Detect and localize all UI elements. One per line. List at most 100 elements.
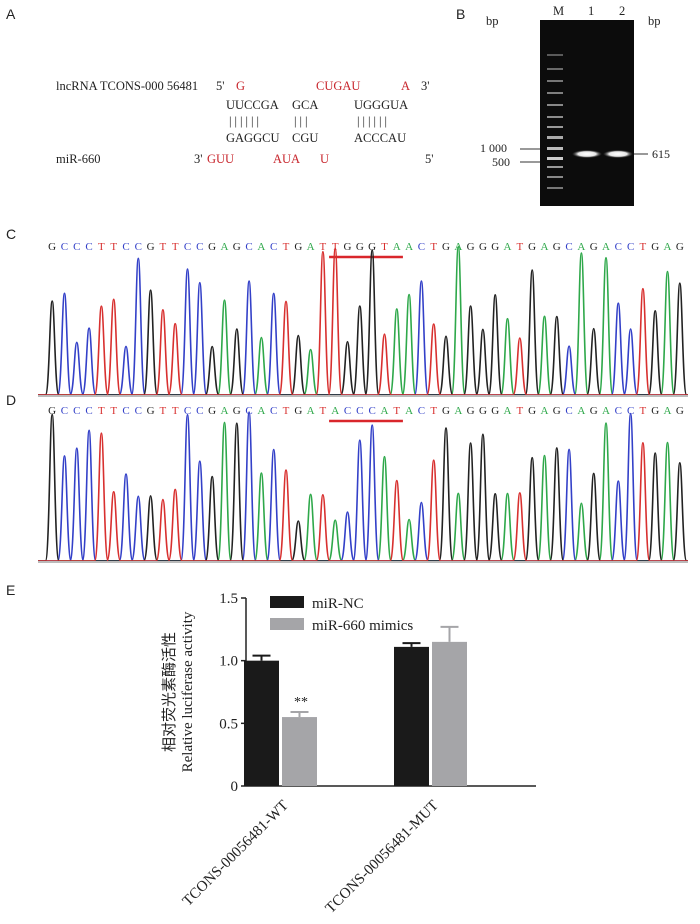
base-letter: C bbox=[270, 241, 277, 253]
lncrna-3prime: 3' bbox=[421, 79, 430, 93]
mirna-unpaired-1: GUU bbox=[207, 152, 235, 166]
base-letter: T bbox=[172, 241, 179, 253]
base-letter: C bbox=[85, 405, 92, 417]
base-letter: G bbox=[147, 241, 155, 253]
base-letter: T bbox=[640, 405, 647, 417]
base-letter: G bbox=[491, 241, 499, 253]
trace-A bbox=[38, 421, 688, 562]
y-axis-label-cn: 相对荧光素酶活性 bbox=[161, 632, 178, 752]
bp-label-right: bp bbox=[648, 14, 661, 28]
lncrna-unpaired-2: CUGAU bbox=[316, 79, 361, 93]
y-tick-label: 0 bbox=[231, 779, 239, 795]
base-letter: T bbox=[110, 405, 117, 417]
base-letter: G bbox=[442, 241, 450, 253]
band-lane-2 bbox=[603, 150, 633, 158]
mir-paired-2: CGU bbox=[292, 131, 319, 145]
x-category-label: TCONS-00056481-MUT bbox=[323, 798, 442, 917]
base-letter: C bbox=[184, 405, 191, 417]
base-letter: T bbox=[381, 241, 388, 253]
base-letter: G bbox=[590, 405, 598, 417]
base-letter: A bbox=[257, 405, 265, 417]
base-letter: C bbox=[418, 405, 425, 417]
mirna-5prime: 5' bbox=[425, 152, 434, 166]
base-letter: A bbox=[220, 241, 228, 253]
y-tick-label: 0.5 bbox=[219, 716, 238, 732]
base-letter: G bbox=[294, 241, 302, 253]
panel-e-label: E bbox=[6, 582, 16, 598]
base-letter: C bbox=[627, 405, 634, 417]
base-letter: G bbox=[147, 405, 155, 417]
marker-500-label: 500 bbox=[492, 155, 510, 169]
base-letter: A bbox=[602, 241, 610, 253]
base-letter: G bbox=[344, 241, 352, 253]
lncrna-5prime: 5' bbox=[216, 79, 225, 93]
base-letter: C bbox=[85, 241, 92, 253]
marker-ladder bbox=[547, 54, 563, 189]
legend-swatch bbox=[270, 596, 304, 608]
bar-mir-nc-1 bbox=[394, 646, 429, 786]
base-letter: T bbox=[332, 241, 339, 253]
base-letter: A bbox=[540, 405, 548, 417]
base-letter: A bbox=[307, 405, 315, 417]
panel-a-label: A bbox=[6, 6, 16, 22]
base-letter: T bbox=[283, 241, 290, 253]
base-letter: C bbox=[356, 405, 363, 417]
base-letter: T bbox=[160, 405, 167, 417]
base-letter: G bbox=[553, 405, 561, 417]
base-letter: T bbox=[516, 405, 523, 417]
pair-bars-1: |||||| bbox=[229, 114, 263, 128]
base-letter: G bbox=[442, 405, 450, 417]
base-letter: C bbox=[196, 405, 203, 417]
base-letter: A bbox=[220, 405, 228, 417]
lncrna-paired-3: UGGGUA bbox=[354, 98, 409, 112]
base-letter: T bbox=[516, 241, 523, 253]
base-letter: A bbox=[307, 241, 315, 253]
base-letter: C bbox=[245, 405, 252, 417]
base-letter: T bbox=[172, 405, 179, 417]
lncrna-label: lncRNA TCONS-000 56481 bbox=[56, 79, 199, 93]
luciferase-bar-chart: 0 0.5 1.0 1.5 相对荧光素酶活性 Relative luciferase ac… bbox=[161, 591, 536, 917]
base-letter: G bbox=[48, 241, 56, 253]
base-letter: T bbox=[283, 405, 290, 417]
base-letter: C bbox=[61, 241, 68, 253]
base-letter: C bbox=[196, 241, 203, 253]
base-letter: G bbox=[528, 241, 536, 253]
base-letter: C bbox=[122, 405, 129, 417]
base-letter: A bbox=[577, 241, 585, 253]
base-letter: C bbox=[184, 241, 191, 253]
mirna-unpaired-3: U bbox=[320, 152, 330, 166]
base-letter: G bbox=[48, 405, 56, 417]
base-letter: C bbox=[135, 241, 142, 253]
trace-T bbox=[38, 247, 688, 396]
base-letter: A bbox=[664, 405, 672, 417]
panel-c-label: C bbox=[6, 226, 17, 242]
marker-1000-label: 1 000 bbox=[480, 141, 507, 155]
y-tick-label: 1.5 bbox=[219, 591, 238, 607]
base-letter: T bbox=[320, 405, 327, 417]
base-letter: G bbox=[467, 241, 475, 253]
base-letter: C bbox=[61, 405, 68, 417]
base-letter: T bbox=[393, 405, 400, 417]
lncrna-unpaired-3: A bbox=[401, 79, 411, 93]
x-category-label: TCONS-00056481-WT bbox=[180, 798, 292, 910]
bar-mir-660-1 bbox=[432, 641, 467, 786]
bp-label-left: bp bbox=[486, 14, 499, 28]
base-letter: A bbox=[380, 405, 388, 417]
legend-label: miR-NC bbox=[312, 596, 364, 612]
lane-label-2: 2 bbox=[619, 4, 626, 18]
base-letter: A bbox=[405, 241, 413, 253]
base-letter: G bbox=[467, 405, 475, 417]
base-letter: T bbox=[430, 405, 437, 417]
base-letter: A bbox=[504, 241, 512, 253]
base-letter: C bbox=[73, 405, 80, 417]
base-letter: G bbox=[676, 241, 684, 253]
base-letter: G bbox=[528, 405, 536, 417]
base-letter: G bbox=[479, 241, 487, 253]
base-letter: G bbox=[491, 405, 499, 417]
base-letter: C bbox=[135, 405, 142, 417]
base-letter: A bbox=[664, 241, 672, 253]
lncrna-paired-2: GCA bbox=[292, 98, 319, 112]
lncrna-unpaired-1: G bbox=[236, 79, 246, 93]
